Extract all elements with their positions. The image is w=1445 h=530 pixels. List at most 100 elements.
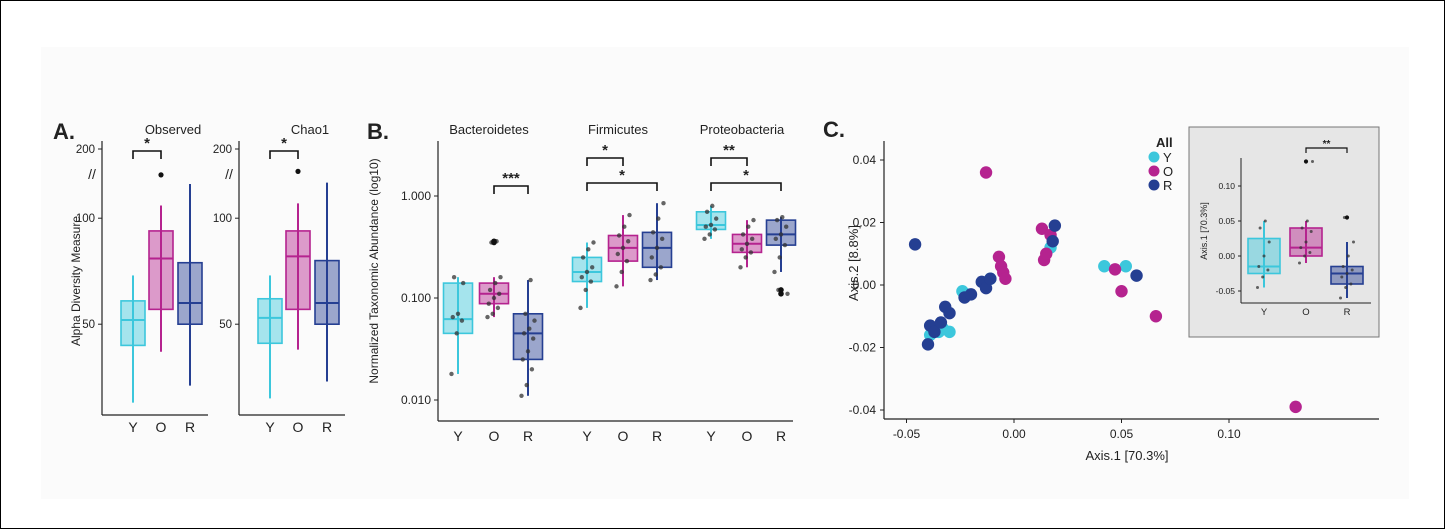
- y-tick-label: 1.000: [401, 189, 431, 203]
- data-point: [1257, 265, 1261, 268]
- data-point: [746, 224, 751, 229]
- inset-x-tick-label: Y: [1261, 307, 1268, 318]
- bracket-line: [269, 150, 299, 159]
- data-point: [1299, 246, 1303, 250]
- significance-bracket: *: [132, 135, 162, 159]
- data-point: [1341, 265, 1345, 268]
- x-axis-label: Axis.1 [70.3%]: [1085, 448, 1168, 463]
- inset-significance-label: **: [1323, 139, 1331, 150]
- significance-label: ***: [502, 170, 520, 187]
- data-point: [1309, 230, 1313, 233]
- data-point: [1308, 251, 1312, 254]
- data-point: [1262, 254, 1266, 258]
- data-point: [654, 245, 660, 251]
- data-point: [1345, 272, 1349, 275]
- inset-background: [1188, 126, 1380, 338]
- data-point: [531, 336, 536, 341]
- scatter-point: [1108, 263, 1122, 276]
- significance-label: *: [281, 135, 287, 152]
- significance-bracket: ***: [493, 170, 529, 194]
- data-point: [498, 274, 503, 280]
- data-point: [451, 274, 457, 280]
- data-point: [626, 239, 631, 244]
- series-Y: [923, 241, 1133, 342]
- legend-swatch-Y: [1148, 151, 1160, 163]
- data-point: [528, 277, 533, 283]
- x-tick-label: 0.05: [1110, 427, 1134, 441]
- y-tick-label: 200: [76, 144, 95, 156]
- data-point: [1304, 240, 1308, 244]
- data-point: [1346, 254, 1350, 258]
- outlier-point: [158, 172, 164, 178]
- x-tick-label: 0.10: [1217, 427, 1241, 441]
- significance-label: *: [144, 135, 150, 152]
- data-point: [461, 280, 466, 286]
- data-point: [784, 224, 789, 229]
- box-group-R: [512, 277, 544, 398]
- scatter-point: [908, 238, 922, 251]
- box-group-O: [148, 172, 174, 352]
- inset-boxplot: -0.05 0.00 0.05 0.10 Axis.1 [70.3%] Y O R **: [1188, 126, 1380, 338]
- bracket-line: [586, 157, 624, 166]
- data-point: [712, 227, 718, 232]
- x-tick-label: O: [618, 428, 629, 444]
- panel-label-c: C.: [823, 117, 845, 142]
- scatter-point: [1130, 269, 1143, 282]
- facet-title: Firmicutes: [588, 122, 648, 137]
- box-R: [177, 261, 203, 326]
- data-point: [777, 255, 782, 260]
- box-O: [285, 230, 311, 311]
- data-point: [1344, 286, 1348, 289]
- data-point: [661, 200, 666, 206]
- x-tick-label: Y: [128, 419, 138, 435]
- facet-title: Observed: [145, 122, 201, 137]
- data-point: [583, 287, 588, 293]
- data-point: [1256, 286, 1259, 289]
- box-group-Y: [442, 274, 474, 377]
- significance-label: *: [602, 142, 608, 159]
- data-point: [1303, 254, 1307, 258]
- x-tick-label: R: [185, 419, 195, 435]
- data-point: [772, 269, 777, 275]
- box-group-Y: [571, 240, 603, 311]
- outlier-point: [491, 238, 497, 245]
- significance-bracket: **: [710, 142, 748, 166]
- data-point: [1266, 268, 1270, 272]
- y-tick-label: 100: [213, 213, 232, 225]
- scatter-point: [1048, 219, 1062, 232]
- data-point: [1311, 160, 1314, 163]
- legend-title: All: [1156, 135, 1173, 150]
- box-group-R: [314, 182, 340, 382]
- y-tick-label: 0.010: [401, 393, 431, 407]
- data-point: [527, 326, 532, 331]
- bracket-line: [586, 182, 658, 191]
- data-point: [525, 349, 531, 354]
- box-R: [314, 259, 340, 326]
- data-point: [1340, 275, 1344, 279]
- x-tick-label: R: [776, 428, 786, 444]
- bracket-line: [710, 182, 782, 191]
- data-point: [785, 291, 790, 296]
- data-point: [707, 232, 712, 237]
- scatter-point: [1115, 285, 1128, 298]
- box-group-O: [478, 238, 510, 320]
- data-point: [714, 216, 719, 221]
- y-axis-label: Normalized Taxonomic Abundance (log10): [367, 158, 381, 383]
- scatter-point: [984, 272, 997, 285]
- outlier-point: [1344, 215, 1350, 220]
- scatter-point: [999, 272, 1012, 285]
- data-point: [627, 212, 632, 218]
- data-point: [739, 247, 744, 252]
- scatter-point: [921, 338, 935, 351]
- data-point: [656, 216, 661, 221]
- box-group-R: [765, 214, 797, 297]
- significance-bracket: *: [269, 135, 299, 159]
- data-point: [782, 242, 788, 248]
- box-group-O: [607, 212, 639, 289]
- inset-y-tick-label: 0.05: [1218, 216, 1235, 226]
- box-group-R: [641, 200, 673, 283]
- data-point: [704, 209, 710, 214]
- data-point: [1298, 261, 1301, 265]
